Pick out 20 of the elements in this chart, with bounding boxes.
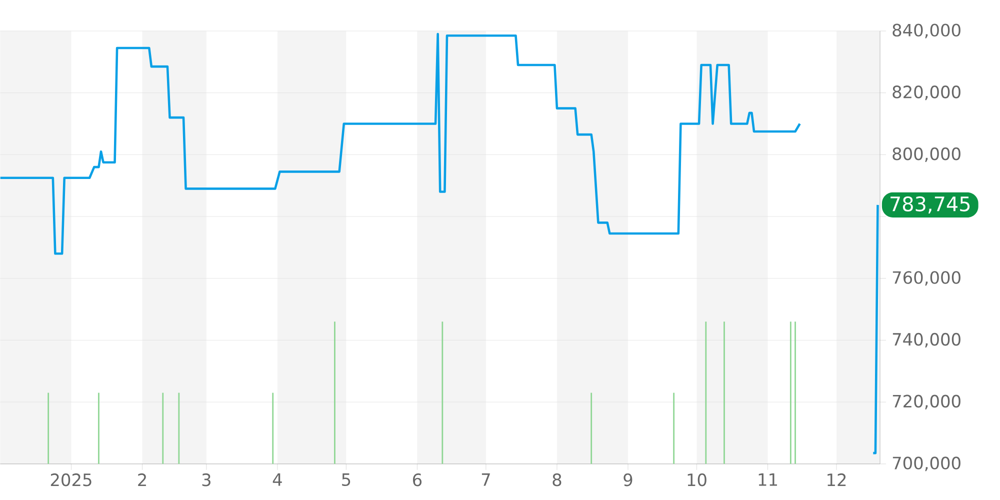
x-tick-label: 9 bbox=[624, 473, 632, 486]
y-tick-label: 760,000 bbox=[892, 271, 960, 286]
y-tick-label: 840,000 bbox=[892, 24, 960, 38]
x-tick-label: 4 bbox=[272, 473, 282, 486]
x-tick-label: 5 bbox=[342, 473, 350, 486]
x-tick-label: 10 bbox=[688, 473, 706, 486]
x-tick-label: 2025 bbox=[50, 473, 92, 486]
x-tick-label: 7 bbox=[482, 473, 490, 486]
y-tick-label: 800,000 bbox=[892, 147, 960, 162]
annotation: 783,745 bbox=[890, 196, 970, 214]
y-tick-label: 740,000 bbox=[892, 332, 960, 348]
x-tick-label: 6 bbox=[413, 473, 422, 486]
y-tick-label: 700,000 bbox=[892, 456, 960, 472]
x-tick-label: 12 bbox=[828, 473, 846, 486]
x-tick-label: 2 bbox=[138, 473, 146, 486]
x-tick-label: 11 bbox=[758, 473, 777, 486]
x-tick-label: 8 bbox=[552, 473, 562, 486]
x-tick-label: 3 bbox=[202, 473, 210, 486]
y-tick-label: 720,000 bbox=[892, 394, 960, 410]
y-tick-label: 820,000 bbox=[892, 86, 960, 100]
